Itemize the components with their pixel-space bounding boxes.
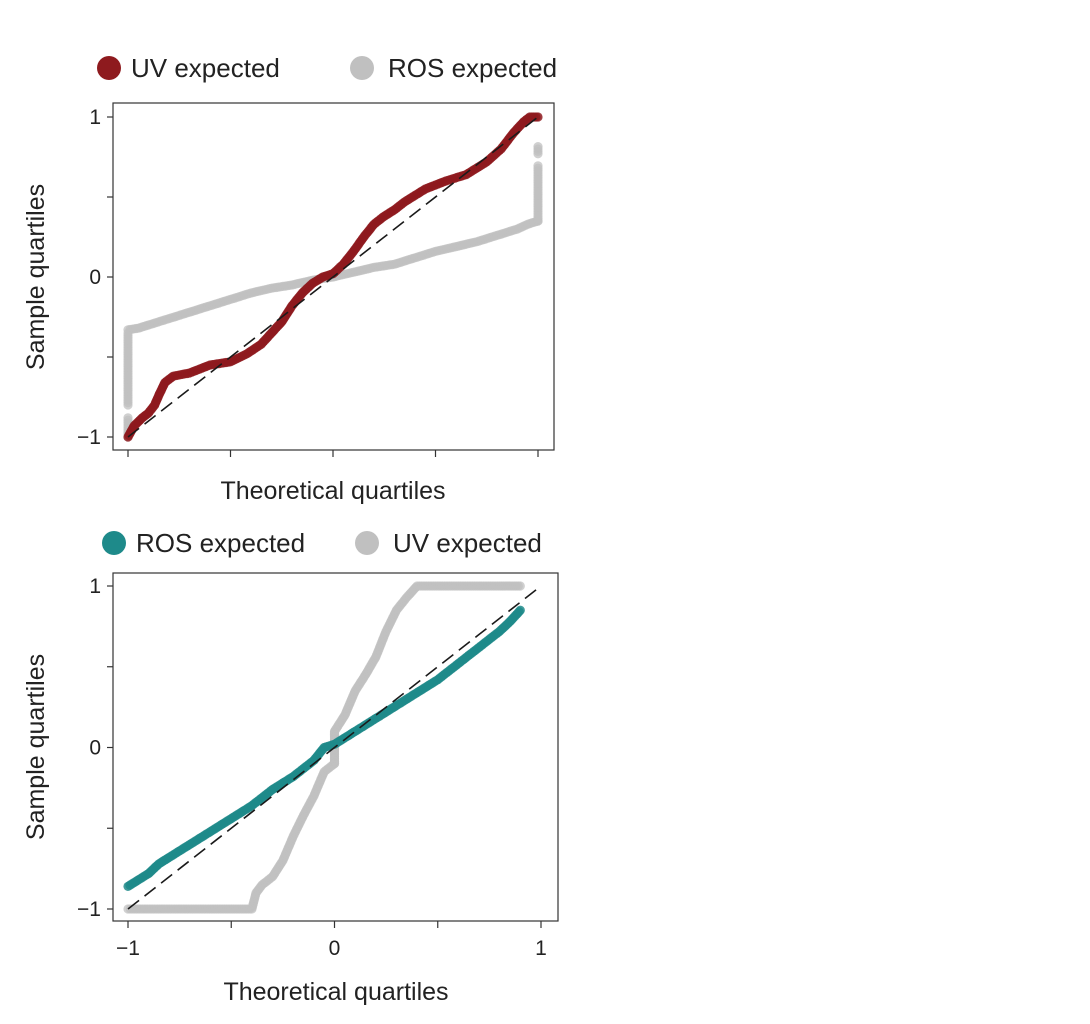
data-point (533, 161, 543, 171)
legend-2-label-1: UV expected (393, 528, 542, 558)
x-tick-label: 0 (329, 937, 341, 960)
legend-1-label-1: ROS expected (388, 53, 557, 83)
legend-2: ROS expected UV expected (102, 528, 542, 558)
x-axis-title-1: Theoretical quartiles (220, 477, 445, 505)
data-point (515, 605, 525, 615)
y-axis-2: −1 0 1 (77, 575, 113, 921)
series-1-uv-expected (123, 112, 543, 442)
data-point (533, 142, 543, 152)
chart-panel-2: ROS expected UV expected −1 0 1 −1 0 1 Theor… (22, 528, 559, 1006)
legend-2-swatch-1 (355, 531, 379, 555)
y-tick-label: −1 (77, 898, 101, 921)
x-axis-2: −1 0 1 (116, 921, 547, 960)
plot-area-1 (123, 112, 543, 442)
y-tick-label: 1 (89, 106, 101, 129)
y-axis-title-1: Sample quartiles (22, 184, 50, 370)
y-tick-label: 1 (89, 575, 101, 598)
legend-1-swatch-0 (97, 56, 121, 80)
data-point (123, 413, 133, 423)
legend-2-swatch-0 (102, 531, 126, 555)
legend-1-swatch-1 (350, 56, 374, 80)
data-point (329, 727, 340, 737)
reference-line (127, 585, 542, 910)
x-axis-1 (127, 450, 539, 457)
y-tick-label: 0 (89, 266, 101, 289)
x-axis-title-2: Theoretical quartiles (223, 978, 448, 1006)
x-tick-label: −1 (116, 937, 140, 960)
legend-2-label-0: ROS expected (136, 528, 305, 558)
plot-area-2 (123, 581, 542, 914)
series-1-ros-expected (123, 142, 543, 442)
data-point (123, 328, 133, 338)
y-axis-1: −1 0 1 (77, 106, 113, 449)
data-point (515, 581, 525, 591)
series-2-ros-expected (123, 605, 525, 892)
legend-1-label-0: UV expected (131, 53, 280, 83)
y-tick-label: 0 (89, 737, 101, 760)
chart-panel-1: UV expected ROS expected −1 0 1 Theoretica… (22, 53, 557, 505)
reference-line (127, 116, 539, 438)
y-tick-label: −1 (77, 426, 101, 449)
y-axis-title-2: Sample quartiles (22, 654, 50, 840)
x-tick-label: 1 (535, 937, 547, 960)
legend-1: UV expected ROS expected (97, 53, 557, 83)
